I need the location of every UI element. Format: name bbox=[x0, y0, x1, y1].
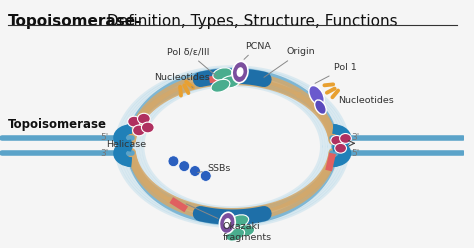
Ellipse shape bbox=[235, 225, 255, 237]
Text: Nucleotides: Nucleotides bbox=[154, 73, 210, 88]
Text: Topoisomerase-: Topoisomerase- bbox=[8, 14, 142, 29]
Text: 5': 5' bbox=[100, 133, 108, 142]
Text: PCNA: PCNA bbox=[244, 41, 271, 59]
Ellipse shape bbox=[220, 76, 240, 88]
Circle shape bbox=[168, 156, 179, 167]
Polygon shape bbox=[209, 74, 228, 83]
Text: 3': 3' bbox=[100, 149, 108, 158]
Ellipse shape bbox=[237, 67, 244, 77]
Polygon shape bbox=[169, 197, 188, 212]
Text: Pol 1: Pol 1 bbox=[315, 63, 357, 83]
Text: Okazaki
fragments: Okazaki fragments bbox=[186, 204, 272, 242]
Text: Topoisomerase: Topoisomerase bbox=[8, 119, 107, 131]
Ellipse shape bbox=[219, 212, 235, 234]
Ellipse shape bbox=[211, 79, 230, 92]
Text: Helicase: Helicase bbox=[106, 140, 146, 149]
Circle shape bbox=[201, 171, 211, 181]
Ellipse shape bbox=[128, 116, 140, 127]
Ellipse shape bbox=[224, 218, 231, 228]
Ellipse shape bbox=[335, 143, 346, 153]
Ellipse shape bbox=[229, 215, 249, 227]
Ellipse shape bbox=[133, 125, 146, 136]
Text: 5': 5' bbox=[351, 149, 359, 158]
Circle shape bbox=[179, 161, 190, 172]
Ellipse shape bbox=[340, 133, 351, 143]
Polygon shape bbox=[325, 153, 336, 171]
Ellipse shape bbox=[137, 113, 150, 124]
Ellipse shape bbox=[331, 135, 343, 145]
Ellipse shape bbox=[232, 61, 248, 83]
Ellipse shape bbox=[213, 68, 232, 80]
Text: Origin: Origin bbox=[264, 47, 315, 77]
Text: 3': 3' bbox=[351, 133, 359, 142]
Text: SSBs: SSBs bbox=[198, 164, 231, 173]
Text: Pol δ/ε/III: Pol δ/ε/III bbox=[166, 47, 217, 76]
Circle shape bbox=[190, 166, 201, 176]
Ellipse shape bbox=[315, 100, 326, 114]
Ellipse shape bbox=[309, 86, 324, 105]
Ellipse shape bbox=[141, 122, 154, 133]
Ellipse shape bbox=[226, 228, 245, 241]
Text: Definition, Types, Structure, Functions: Definition, Types, Structure, Functions bbox=[102, 14, 398, 29]
Text: Nucleotides: Nucleotides bbox=[338, 96, 394, 105]
